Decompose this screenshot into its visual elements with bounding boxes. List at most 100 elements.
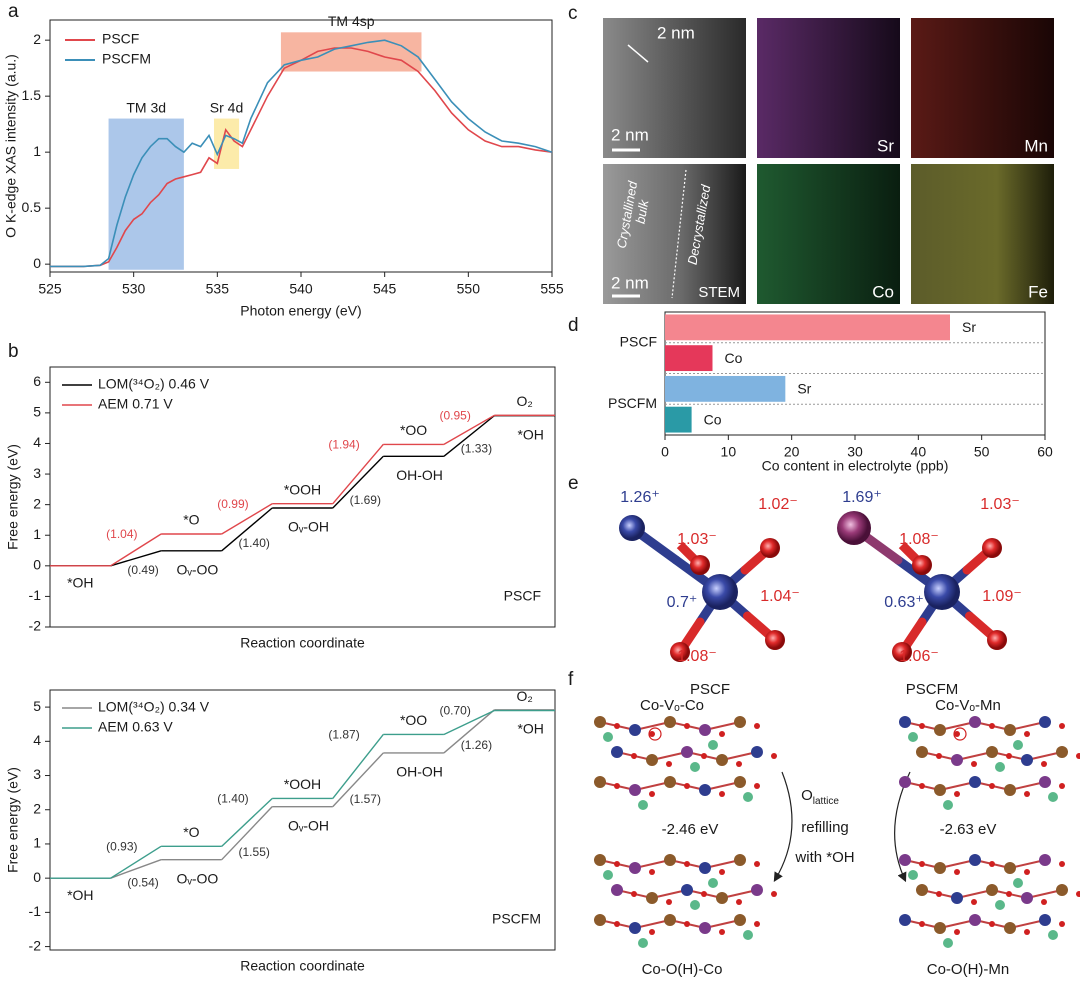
arrow-label: Olattice [801, 787, 839, 807]
lattice-metal [1056, 746, 1068, 758]
charge-label: 1.04⁻ [760, 588, 800, 605]
bar-label: Co [704, 411, 722, 427]
structure-name: PSCF [690, 681, 730, 698]
lattice-oxygen [649, 731, 655, 737]
state-label: *O [183, 824, 199, 840]
legend-label: PSCF [102, 31, 139, 47]
lattice-metal [1004, 784, 1016, 796]
lattice-metal [1021, 754, 1033, 766]
x-tick-label: 10 [721, 444, 737, 460]
lattice-metal [716, 754, 728, 766]
lattice-metal [734, 914, 746, 926]
lattice-metal [629, 862, 641, 874]
state-label: *OH [67, 887, 93, 903]
lattice-oxygen [771, 753, 777, 759]
y-tick-label: 4 [33, 434, 41, 450]
y-tick-label: -1 [29, 587, 42, 603]
lattice-oxygen [989, 861, 995, 867]
lattice-metal [1004, 724, 1016, 736]
charge-label: 1.08⁻ [899, 531, 939, 548]
charge-label: 1.03⁻ [980, 496, 1020, 513]
oxygen-atom [690, 555, 710, 575]
bar [665, 375, 786, 402]
bar-label: Co [725, 350, 743, 366]
tem-image [603, 18, 746, 158]
lattice-oxygen [971, 899, 977, 905]
lattice-metal [699, 862, 711, 874]
lattice-sr [1048, 930, 1058, 940]
y-tick-label: 0.5 [22, 199, 42, 215]
map-label: Mn [1024, 136, 1048, 155]
lattice-oxygen [1076, 753, 1080, 759]
lattice-oxygen [954, 731, 960, 737]
lattice-oxygen [1041, 761, 1047, 767]
site-label: Co-O(H)-Mn [927, 961, 1010, 978]
value-label: (1.40) [239, 536, 270, 550]
lattice-oxygen [771, 891, 777, 897]
group-label: PSCF [620, 333, 657, 349]
value-label: (1.69) [350, 493, 381, 507]
y-tick-label: 3 [33, 465, 41, 481]
lattice-metal [734, 854, 746, 866]
y-tick-label: 0 [33, 869, 41, 885]
lattice-sr [995, 900, 1005, 910]
value-label: (0.93) [106, 840, 137, 854]
panel-label: d [568, 315, 579, 336]
lattice-oxygen [1024, 869, 1030, 875]
state-label: *OO [400, 422, 427, 438]
lattice-oxygen [1006, 891, 1012, 897]
lattice-metal [934, 784, 946, 796]
value-label: (0.49) [127, 563, 158, 577]
lattice-metal [1021, 892, 1033, 904]
lattice-oxygen [754, 723, 760, 729]
step-connector [443, 415, 495, 457]
mn-map [911, 18, 1054, 158]
state-label: *OO [400, 712, 427, 728]
lattice-oxygen [684, 921, 690, 927]
x-tick-label: 50 [974, 444, 990, 460]
series-line [50, 47, 553, 268]
lattice-metal [629, 724, 641, 736]
lattice-metal [934, 922, 946, 934]
state-label: *OH [517, 721, 543, 737]
lattice-oxygen [631, 891, 637, 897]
oxygen-atom [912, 555, 932, 575]
cation-atom [837, 511, 871, 545]
step-connector [110, 859, 162, 879]
y-tick-label: 1 [33, 835, 41, 851]
legend-label: AEM 0.71 V [98, 396, 173, 412]
microscopy: 2 nm 2 nm 2 nm Crystallined bulk Decryst… [603, 18, 1054, 304]
lattice-oxygen [684, 723, 690, 729]
x-tick-label: 530 [122, 281, 146, 297]
state-label: O₂ [517, 688, 533, 704]
step-connector [443, 709, 495, 754]
lattice-oxygen [614, 921, 620, 927]
value-label: (0.99) [217, 497, 248, 511]
x-tick-label: 30 [847, 444, 863, 460]
lattice-metal [1039, 776, 1051, 788]
y-tick-label: 0 [33, 557, 41, 573]
scale-label: 2 nm [611, 125, 649, 144]
y-axis-label: Free energy (eV) [5, 444, 21, 550]
lattice-metal [611, 746, 623, 758]
state-label: Oᵥ-OH [288, 817, 329, 833]
lattice-oxygen [684, 783, 690, 789]
state-label: *OH [517, 426, 543, 442]
state-label: Oᵥ-OH [288, 519, 329, 535]
lattice-oxygen [649, 791, 655, 797]
step-connector [221, 507, 273, 552]
lattice-metal [664, 854, 676, 866]
lattice-oxygen [936, 753, 942, 759]
lattice-sr [1048, 792, 1058, 802]
charge-label: 0.63⁺ [884, 594, 924, 611]
arrow-label: with *OH [794, 849, 854, 866]
lattice-oxygen [719, 731, 725, 737]
lattice-sr [690, 762, 700, 772]
lattice-sr [603, 732, 613, 742]
lattice-oxygen [736, 899, 742, 905]
y-tick-label: 6 [33, 373, 41, 389]
lattice-sr [943, 938, 953, 948]
lattice-spacing: 2 nm [657, 23, 695, 42]
state-label: OH-OH [396, 764, 443, 780]
